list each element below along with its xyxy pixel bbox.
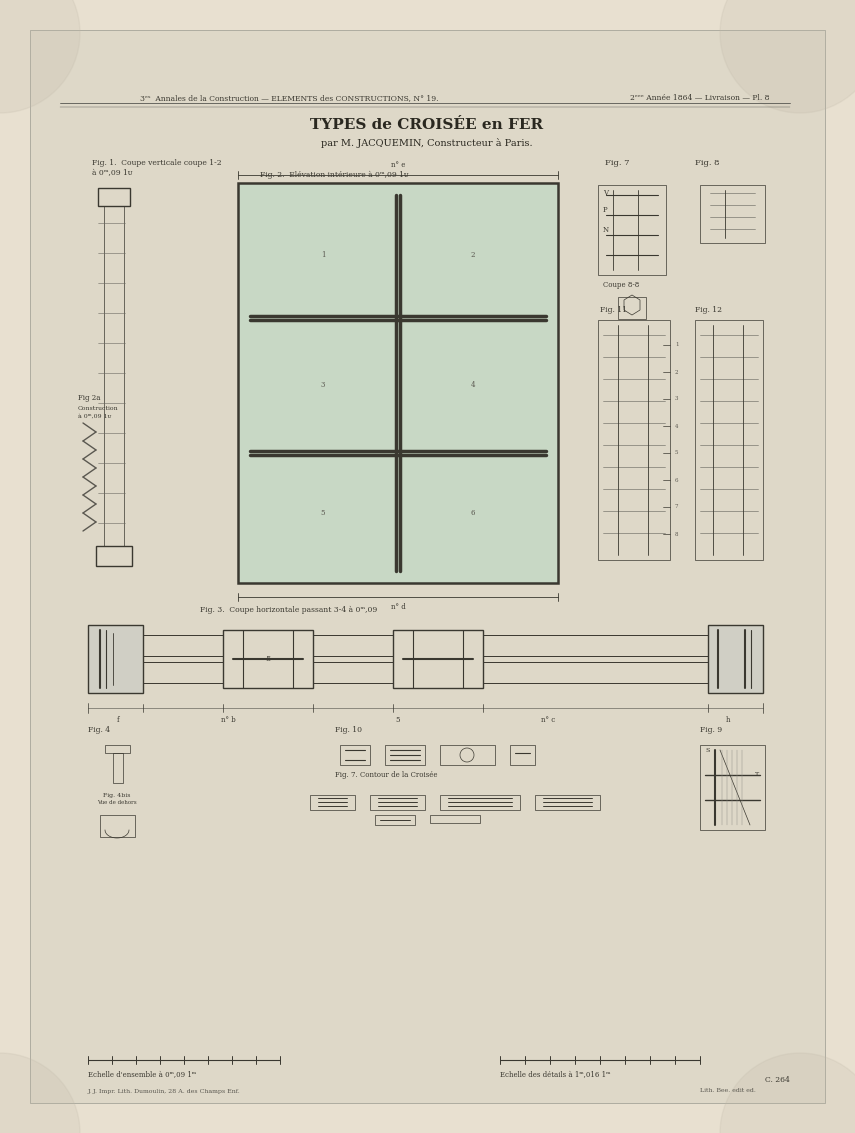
Bar [88, 625, 143, 693]
Text: 5: 5 [321, 509, 325, 517]
Text: Fig 2a: Fig 2a [78, 394, 101, 402]
Text: Fig. 4: Fig. 4 [88, 726, 110, 734]
Bar [252, 197, 394, 314]
Text: 4: 4 [675, 424, 679, 428]
Text: T: T [755, 773, 759, 777]
Text: à 0ᵐ,09 1ᴜ: à 0ᵐ,09 1ᴜ [92, 168, 133, 176]
Text: Fig. 8: Fig. 8 [695, 159, 720, 167]
Text: S: S [705, 748, 710, 752]
Text: 3ᵉˢ  Annales de la Construction — ELEMENTS des CONSTRUCTIONS, N° 19.: 3ᵉˢ Annales de la Construction — ELEMENT… [140, 94, 439, 102]
Circle shape [720, 0, 855, 113]
Bar [402, 322, 544, 449]
Text: P: P [603, 206, 608, 214]
Text: TYPES de CROISÉE en FER: TYPES de CROISÉE en FER [310, 118, 544, 133]
Text: Fig. 4bis: Fig. 4bis [103, 792, 131, 798]
Text: 4: 4 [471, 381, 475, 389]
Text: Echelle d'ensemble à 0ᵐ,09 1ᵐ: Echelle d'ensemble à 0ᵐ,09 1ᵐ [88, 1070, 196, 1077]
Bar [700, 746, 765, 830]
Text: 5: 5 [396, 716, 400, 724]
Text: n° c: n° c [541, 716, 555, 724]
Text: par M. JACQUEMIN, Constructeur à Paris.: par M. JACQUEMIN, Constructeur à Paris. [321, 138, 533, 148]
Text: 3: 3 [321, 381, 325, 389]
Text: Fig. 12: Fig. 12 [695, 306, 722, 314]
Bar [252, 457, 394, 569]
Bar [393, 630, 483, 688]
Text: n° e: n° e [391, 161, 405, 169]
Bar [370, 795, 425, 810]
Text: Vue de dehors: Vue de dehors [97, 801, 137, 806]
Bar [310, 795, 355, 810]
Bar [695, 320, 763, 560]
Circle shape [720, 1053, 855, 1133]
Text: N: N [603, 225, 609, 235]
Bar [618, 297, 646, 320]
Bar [598, 320, 670, 560]
Text: n° b: n° b [221, 716, 235, 724]
Text: 5: 5 [265, 655, 271, 663]
Text: Fig. 9: Fig. 9 [700, 726, 722, 734]
Bar [708, 625, 763, 693]
Bar [510, 746, 535, 765]
Text: Fig. 2.  Elévation intérieure à 0ᵐ,09 1ᴜ: Fig. 2. Elévation intérieure à 0ᵐ,09 1ᴜ [260, 171, 409, 179]
Bar [535, 795, 600, 810]
Circle shape [0, 0, 80, 113]
Bar [104, 206, 124, 546]
Text: Fig. 11: Fig. 11 [600, 306, 627, 314]
Text: Fig. 7. Contour de la Croisée: Fig. 7. Contour de la Croisée [335, 770, 438, 780]
Text: 7: 7 [675, 504, 679, 510]
Text: f: f [116, 716, 120, 724]
Bar [105, 746, 130, 753]
Text: Coupe 8-8: Coupe 8-8 [603, 281, 640, 289]
Bar [340, 746, 370, 765]
Bar [96, 546, 132, 566]
Bar [238, 184, 558, 583]
Bar [440, 795, 520, 810]
Text: Fig. 3.  Coupe horizontale passant 3-4 à 0ᵐ,09: Fig. 3. Coupe horizontale passant 3-4 à … [200, 606, 377, 614]
Bar [402, 457, 544, 569]
Bar [402, 197, 544, 314]
Text: 8: 8 [675, 531, 679, 537]
Text: J. J. Impr. Lith. Dumoulin, 28 A. des Champs Enf.: J. J. Impr. Lith. Dumoulin, 28 A. des Ch… [88, 1090, 241, 1094]
Text: Construction: Construction [78, 406, 119, 410]
Text: V: V [603, 189, 608, 197]
Bar [223, 630, 313, 688]
Text: 2: 2 [675, 369, 679, 375]
Bar [375, 815, 415, 825]
Text: h: h [726, 716, 730, 724]
Text: 3: 3 [675, 397, 679, 401]
Bar [98, 188, 130, 206]
Text: Echelle des détails à 1ᵐ,016 1ᵐ: Echelle des détails à 1ᵐ,016 1ᵐ [500, 1070, 610, 1077]
Text: Lith. Bee. edit ed.: Lith. Bee. edit ed. [700, 1088, 756, 1092]
Text: Fig. 1.  Coupe verticale coupe 1-2: Fig. 1. Coupe verticale coupe 1-2 [92, 159, 221, 167]
Bar [440, 746, 495, 765]
Bar [598, 185, 666, 275]
Text: n° d: n° d [391, 603, 405, 611]
Text: 1: 1 [675, 342, 679, 348]
Circle shape [0, 1053, 80, 1133]
Text: 6: 6 [675, 477, 679, 483]
Bar [100, 815, 135, 837]
Bar [385, 746, 425, 765]
Text: Fig. 7: Fig. 7 [605, 159, 629, 167]
Text: 6: 6 [471, 509, 475, 517]
Text: 2: 2 [471, 252, 475, 259]
Bar [700, 185, 765, 242]
Bar [252, 322, 394, 449]
Text: à 0ᵐ,09 1ᴜ: à 0ᵐ,09 1ᴜ [78, 414, 111, 418]
Text: C. 264: C. 264 [765, 1076, 790, 1084]
Bar [113, 753, 123, 783]
Bar [430, 815, 480, 823]
Text: 5: 5 [675, 451, 679, 455]
Text: 2ᵉᵉᵉ Année 1864 — Livraison — Pl. 8: 2ᵉᵉᵉ Année 1864 — Livraison — Pl. 8 [630, 94, 770, 102]
Text: 1: 1 [321, 252, 325, 259]
Text: Fig. 10: Fig. 10 [335, 726, 362, 734]
